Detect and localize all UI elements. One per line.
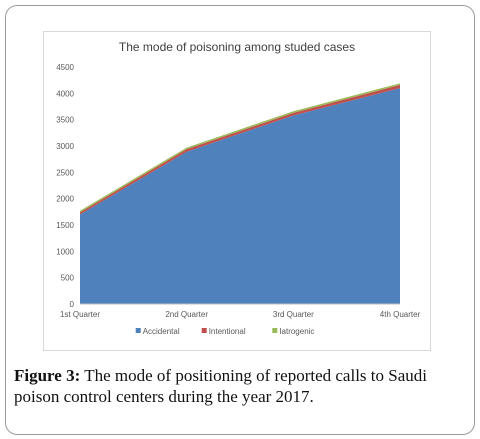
y-tick-label: 2500 [56, 168, 74, 177]
figure-caption: Figure 3: The mode of positioning of rep… [14, 365, 466, 407]
chart-container: The mode of poisoning among studed cases… [43, 31, 431, 351]
legend-swatch-intentional [201, 328, 207, 333]
area-chart: The mode of poisoning among studed cases… [56, 40, 421, 336]
x-axis: 1st Quarter 2nd Quarter 3rd Quarter 4th Qua… [60, 310, 421, 319]
y-tick-label: 3000 [56, 142, 74, 151]
legend: Accidental Intentional Iatrogenic [135, 327, 314, 336]
legend-label-accidental: Accidental [143, 327, 180, 336]
y-tick-label: 4000 [56, 89, 74, 98]
area-accidental [80, 88, 400, 304]
legend-label-intentional: Intentional [209, 327, 246, 336]
y-tick-label: 2000 [56, 195, 74, 204]
plot-area [80, 83, 400, 304]
y-tick-label: 1500 [56, 221, 74, 230]
y-tick-label: 0 [70, 300, 75, 309]
caption-label: Figure 3: [14, 366, 81, 385]
chart-title: The mode of poisoning among studed cases [119, 40, 355, 54]
x-tick-label: 3rd Quarter [273, 310, 314, 319]
caption-text: The mode of positioning of reported call… [14, 366, 427, 406]
y-tick-label: 1000 [56, 247, 74, 256]
y-tick-label: 3500 [56, 116, 74, 125]
x-tick-label: 2nd Quarter [165, 310, 208, 319]
y-axis: 0 500 1000 1500 2000 2500 3000 3500 4000 4500 [56, 63, 74, 309]
y-tick-label: 4500 [56, 63, 74, 72]
y-tick-label: 500 [61, 274, 75, 283]
legend-label-iatrogenic: Iatrogenic [279, 327, 314, 336]
legend-swatch-accidental [135, 328, 141, 333]
x-tick-label: 4th Quarter [380, 310, 421, 319]
legend-swatch-iatrogenic [272, 328, 278, 333]
x-tick-label: 1st Quarter [60, 310, 100, 319]
